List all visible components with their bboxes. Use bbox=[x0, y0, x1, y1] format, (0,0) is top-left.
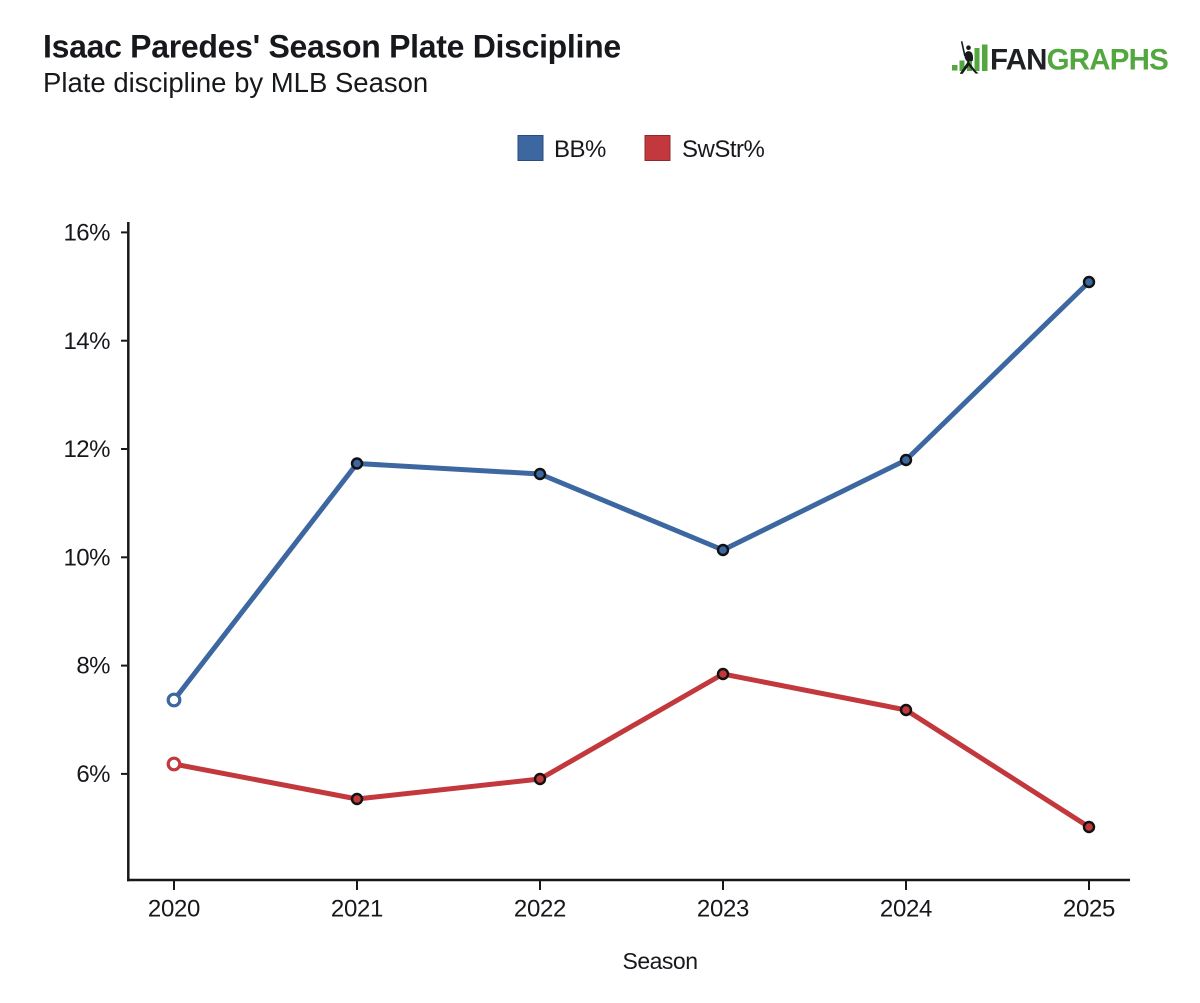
svg-text:Plate discipline by MLB Season: Plate discipline by MLB Season bbox=[43, 67, 428, 98]
svg-text:BB%: BB% bbox=[554, 136, 606, 163]
svg-text:8%: 8% bbox=[76, 653, 110, 680]
svg-text:14%: 14% bbox=[63, 328, 110, 355]
svg-text:6%: 6% bbox=[76, 761, 110, 788]
svg-text:16%: 16% bbox=[63, 220, 110, 247]
svg-text:2021: 2021 bbox=[331, 896, 383, 923]
svg-text:2025: 2025 bbox=[1063, 896, 1115, 923]
svg-text:2020: 2020 bbox=[148, 896, 200, 923]
svg-text:2022: 2022 bbox=[514, 896, 566, 923]
svg-text:10%: 10% bbox=[63, 544, 110, 571]
svg-text:SwStr%: SwStr% bbox=[682, 136, 765, 163]
svg-text:2023: 2023 bbox=[697, 896, 749, 923]
svg-text:Season: Season bbox=[622, 948, 697, 974]
svg-text:Isaac Paredes' Season Plate Di: Isaac Paredes' Season Plate Discipline bbox=[43, 29, 621, 65]
svg-text:2024: 2024 bbox=[880, 896, 932, 923]
svg-text:FANGRAPHS: FANGRAPHS bbox=[990, 44, 1168, 77]
svg-text:12%: 12% bbox=[63, 436, 110, 463]
